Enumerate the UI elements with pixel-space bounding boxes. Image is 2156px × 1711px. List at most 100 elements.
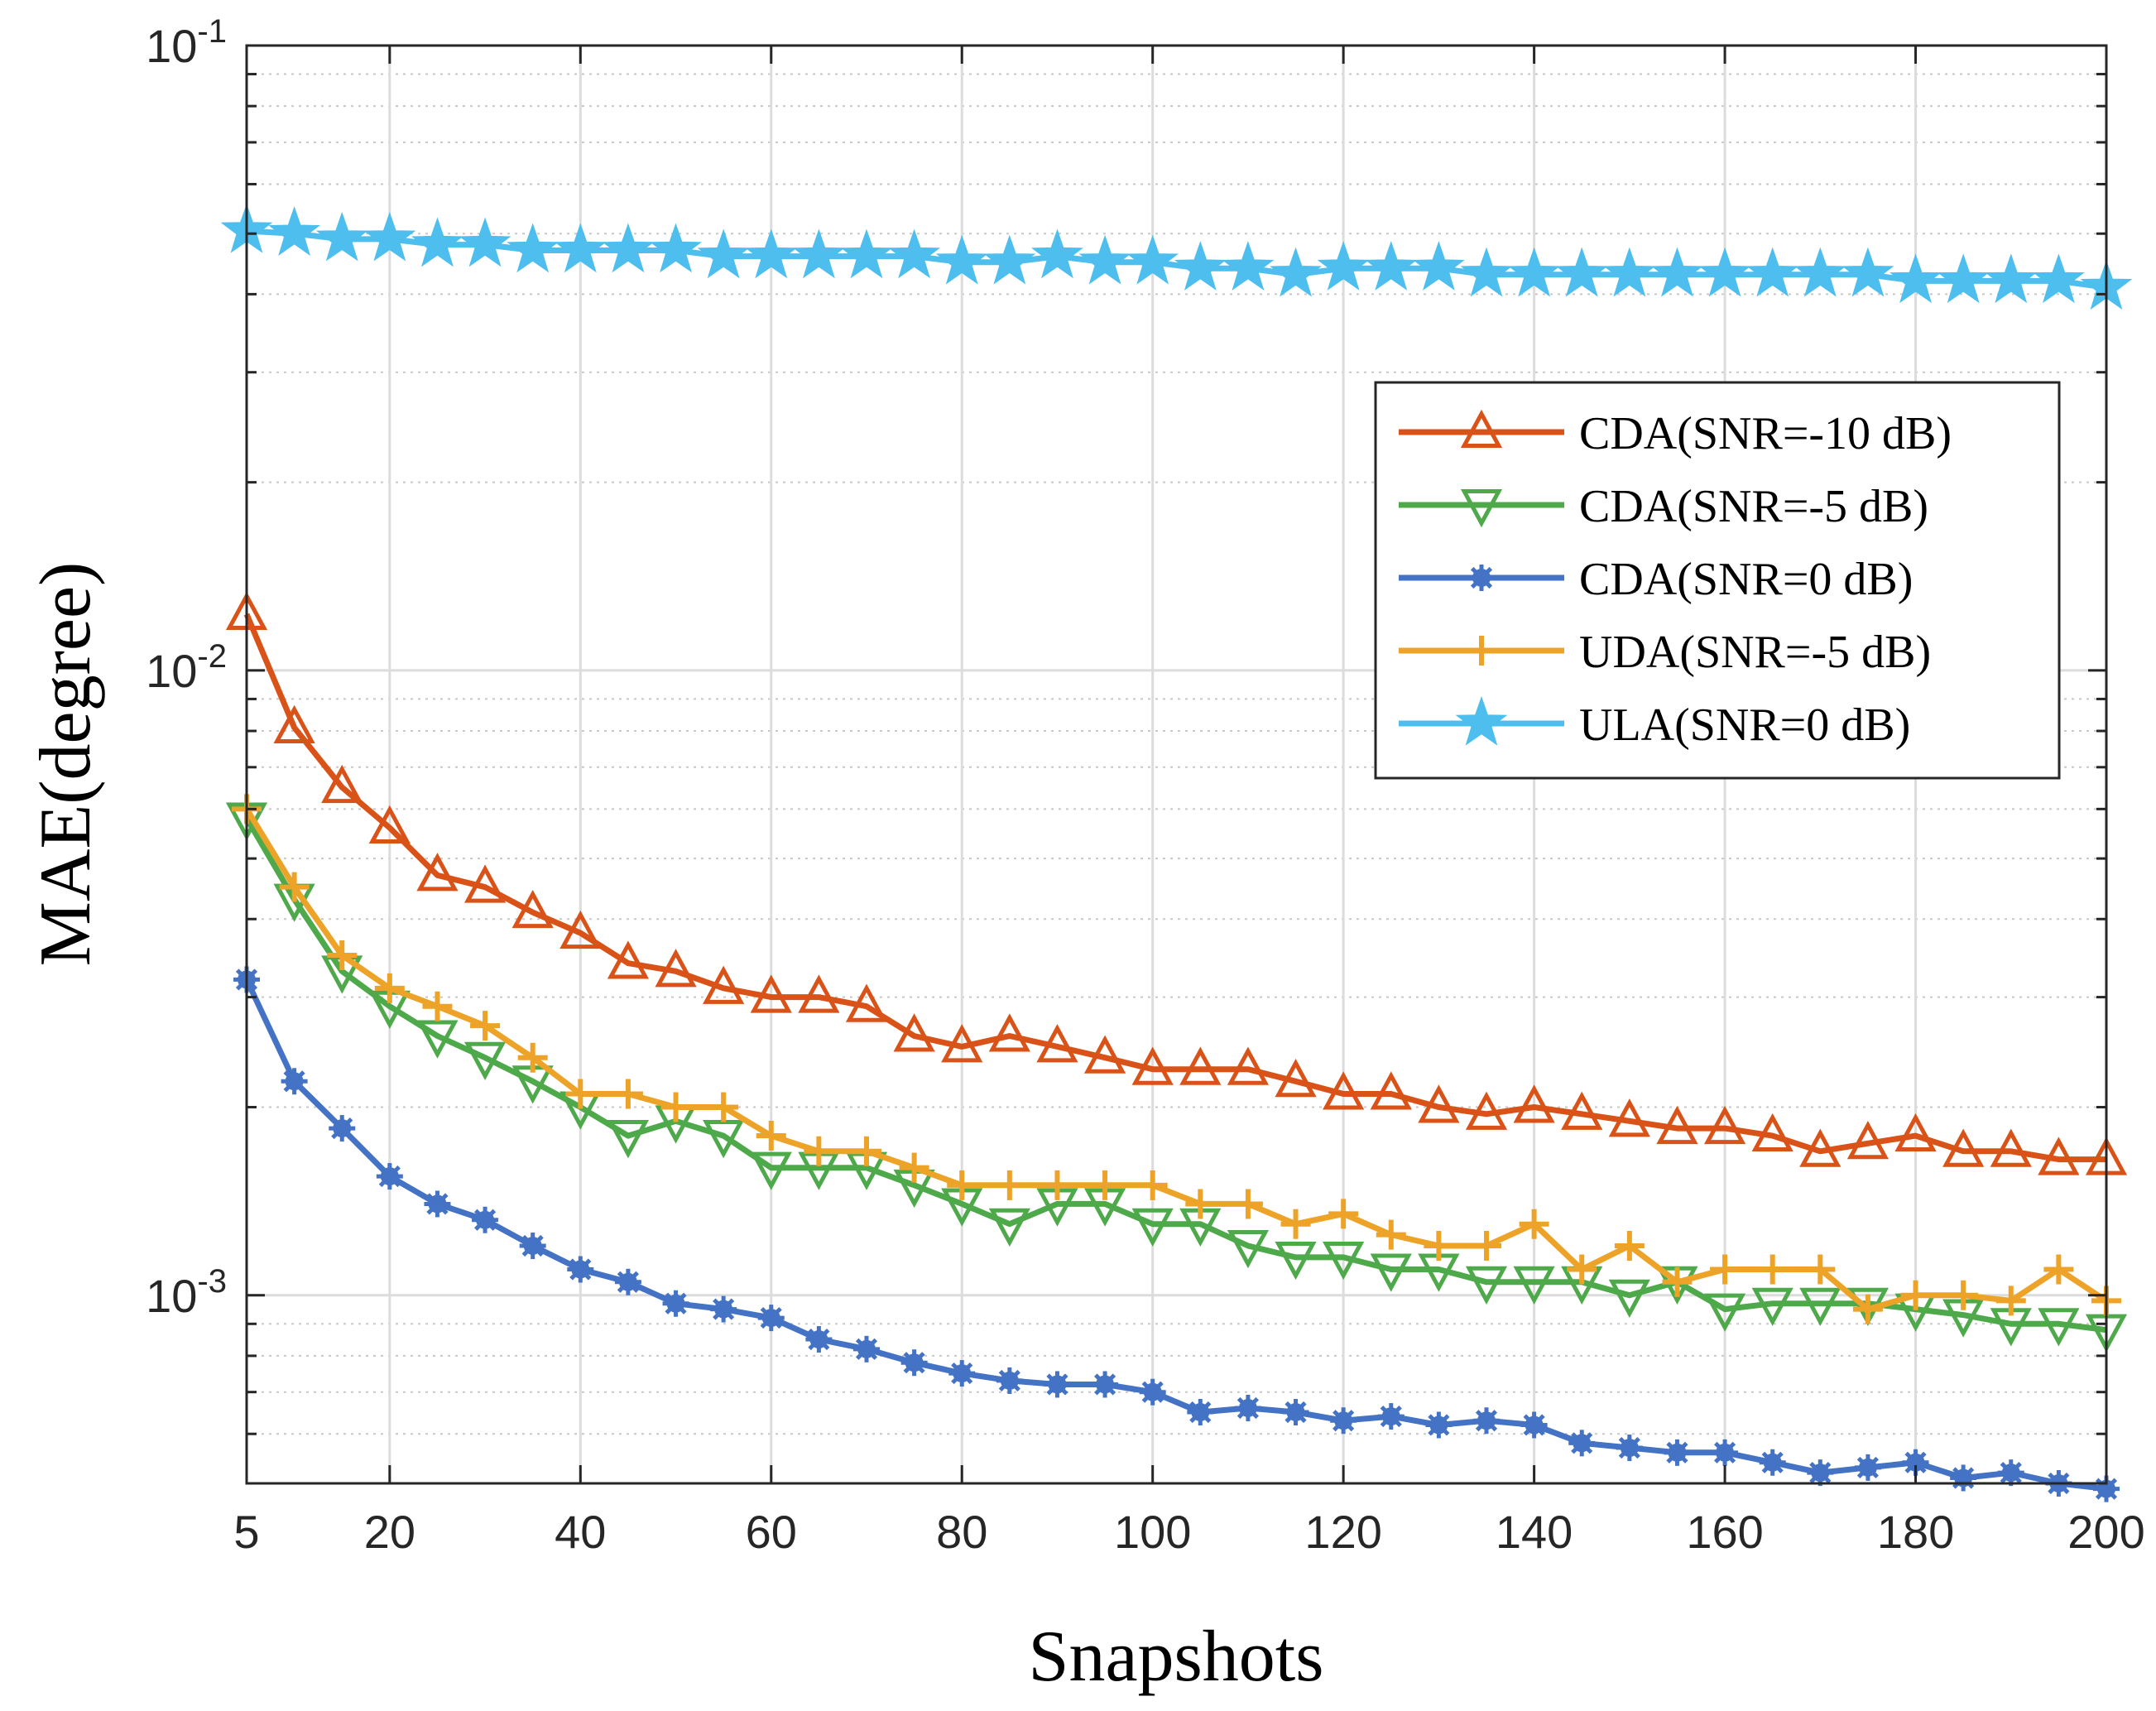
legend-marker: [1455, 695, 1508, 746]
data-point: [708, 1092, 739, 1122]
series-line: [243, 613, 2106, 1163]
data-point: [1841, 247, 1894, 297]
data-point: [1937, 253, 1990, 304]
data-point: [1044, 1371, 1071, 1398]
data-point: [845, 983, 888, 1022]
series-line: [246, 228, 2107, 291]
marker-spoke: [665, 1292, 687, 1314]
data-point: [1131, 1208, 1174, 1247]
series-line: [243, 978, 2107, 1492]
data-point: [988, 1208, 1030, 1247]
data-point: [2043, 1254, 2074, 1285]
legend-marker: [1460, 409, 1503, 448]
data-point: [1757, 1254, 1788, 1285]
data-point: [1759, 1449, 1786, 1476]
data-point: [1799, 1128, 1841, 1167]
data-point: [1270, 247, 1322, 297]
data-point: [472, 1206, 499, 1233]
data-point: [805, 1326, 833, 1353]
data-point: [1603, 247, 1656, 297]
data-point: [853, 1335, 880, 1363]
data-point: [1139, 1378, 1166, 1406]
marker-spoke: [1332, 1410, 1355, 1432]
data-point: [1473, 1407, 1500, 1435]
axis-ticks: [245, 44, 2108, 1483]
marker-spoke: [1189, 1401, 1212, 1424]
data-point: [1472, 1230, 1501, 1261]
data-point: [1137, 1170, 1168, 1200]
data-point: [1703, 1293, 1746, 1332]
data-point: [745, 228, 798, 279]
data-point: [1425, 1411, 1453, 1439]
marker-spoke: [1571, 1432, 1593, 1454]
data-point: [1179, 1046, 1222, 1085]
data-point: [327, 940, 358, 971]
marker-spoke: [426, 1193, 449, 1215]
data-point: [852, 1136, 881, 1166]
data-point: [757, 1305, 785, 1332]
marker-spoke: [713, 1298, 735, 1320]
marker-spoke: [617, 1271, 640, 1293]
data-point: [1751, 1287, 1793, 1326]
data-point: [1656, 1105, 1698, 1145]
data-point: [1664, 1439, 1691, 1466]
x-tick-label: 5: [233, 1506, 259, 1558]
data-point: [756, 1121, 786, 1151]
data-point: [459, 217, 511, 267]
series-line: [243, 816, 2107, 1334]
data-point: [614, 1268, 641, 1295]
data-point: [321, 764, 363, 804]
data-point: [1227, 1229, 1270, 1269]
data-point: [363, 211, 416, 262]
data-point: [1751, 1113, 1793, 1152]
data-point: [703, 965, 745, 1004]
data-point: [1513, 1084, 1555, 1123]
data-point: [1902, 1449, 1929, 1476]
marker-spoke: [569, 1258, 592, 1281]
data-point: [2038, 1308, 2080, 1347]
marker-spoke: [331, 1117, 353, 1140]
data-point: [703, 1120, 745, 1159]
y-tick-label: 10-1: [146, 13, 227, 72]
data-point: [1465, 1091, 1508, 1130]
data-point: [750, 974, 792, 1013]
data-point: [1376, 1219, 1406, 1250]
data-point: [1232, 1189, 1263, 1219]
data-point: [1317, 241, 1370, 291]
data-point: [1275, 1059, 1317, 1098]
data-point: [1234, 1394, 1261, 1421]
data-point: [607, 940, 650, 979]
data-point: [268, 206, 320, 256]
marker-spoke: [998, 1369, 1020, 1392]
data-point: [1365, 241, 1418, 291]
x-axis-label: Snapshots: [1029, 1617, 1324, 1697]
data-point: [710, 1295, 737, 1323]
data-point: [1942, 1128, 1985, 1167]
legend-label: CDA(SNR=0 dB): [1579, 554, 1913, 605]
data-point: [1131, 1046, 1174, 1085]
data-point: [1185, 1189, 1216, 1219]
data-point: [1950, 1464, 1977, 1492]
data-point: [1712, 1439, 1739, 1466]
data-point: [411, 217, 463, 267]
marker-spoke: [1236, 1396, 1260, 1420]
data-point: [1900, 1280, 1931, 1310]
data-point: [1330, 1407, 1357, 1435]
data-point: [1377, 1403, 1405, 1430]
data-point: [1616, 1435, 1643, 1462]
marker-spoke: [2095, 1478, 2118, 1500]
data-point: [697, 228, 750, 279]
data-point: [1985, 253, 2038, 304]
data-point: [1090, 1170, 1121, 1200]
marker-spoke: [1093, 1373, 1116, 1396]
legend-marker: [1468, 565, 1495, 591]
data-point: [554, 223, 607, 273]
data-point: [1608, 1098, 1650, 1137]
data-point: [1078, 234, 1131, 285]
data-point: [1465, 1266, 1508, 1305]
data-point: [1890, 253, 1942, 304]
data-point: [1508, 247, 1560, 297]
marker-spoke: [903, 1352, 925, 1374]
x-tick-label: 40: [555, 1506, 606, 1558]
